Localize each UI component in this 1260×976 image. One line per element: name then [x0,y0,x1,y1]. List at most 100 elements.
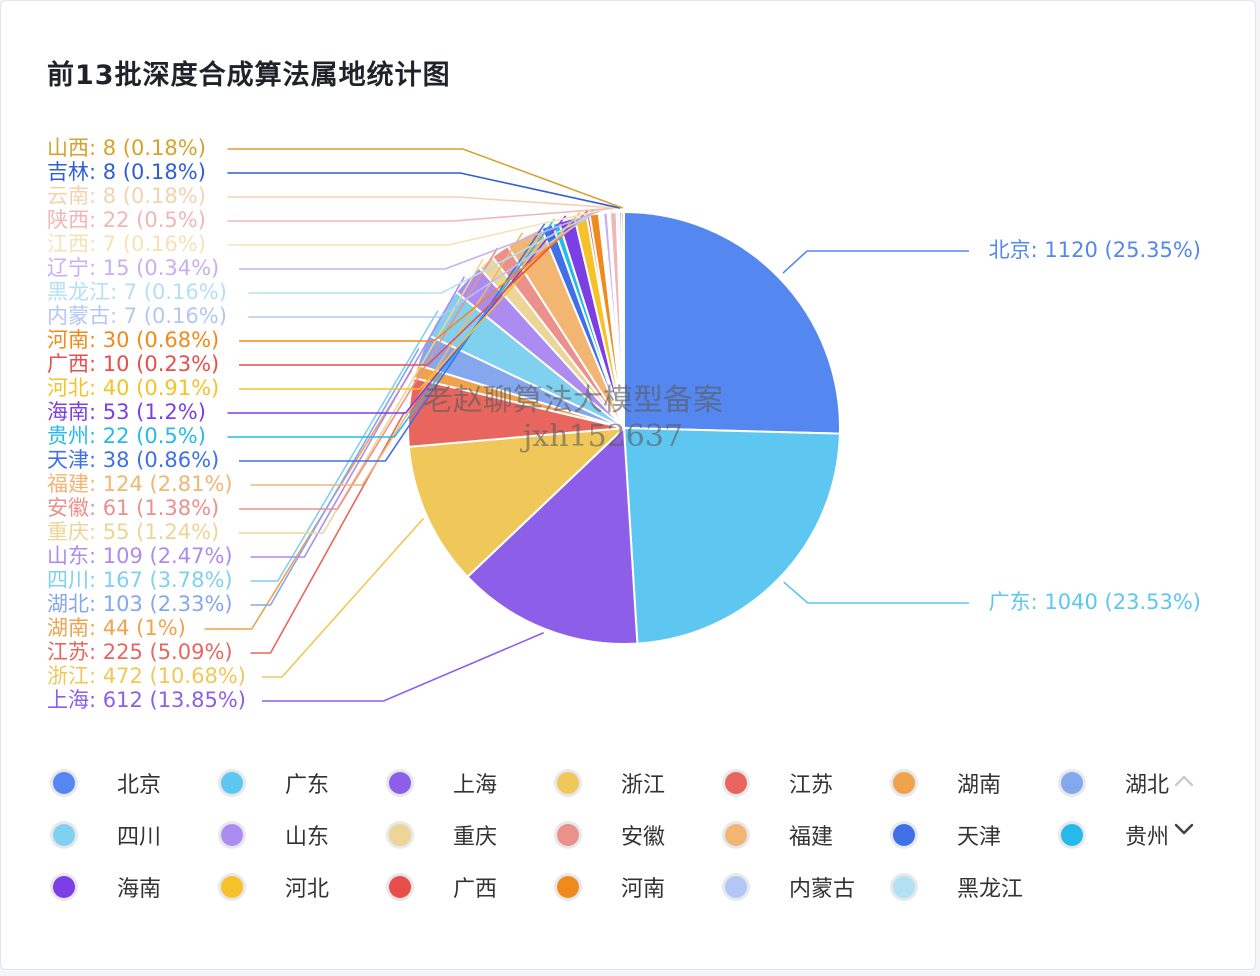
legend-dot-icon [1061,772,1083,794]
legend-label: 安徽 [621,825,666,850]
legend-row: 四川 山东 重庆 安徽 福建 天津 贵州 [41,809,1201,861]
legend-label: 湖南 [957,773,1002,798]
pie-slice-山西[interactable] [620,210,625,429]
pie-slice-广东[interactable] [622,426,841,645]
slice-label-江西: 江西: 7 (0.16%) [47,232,206,256]
legend-item-天津[interactable]: 天津 [881,809,1001,861]
slice-label-云南: 云南: 8 (0.18%) [47,184,206,208]
slice-label-湖北: 湖北: 103 (2.33%) [47,592,233,616]
legend-label: 四川 [117,825,162,850]
label-line-云南 [227,196,618,209]
legend-label: 北京 [117,773,162,798]
legend-item-海南[interactable]: 海南 [41,861,161,913]
legend-item-山东[interactable]: 山东 [209,809,329,861]
legend-dot-icon [557,824,579,846]
legend-item-四川[interactable]: 四川 [41,809,161,861]
legend-item-内蒙古[interactable]: 内蒙古 [713,861,855,913]
label-line-福建 [250,232,523,486]
legend-dot-icon [893,824,915,846]
label-line-安徽 [239,247,499,510]
slice-label-重庆: 重庆: 55 (1.24%) [47,520,219,544]
slice-label-吉林: 吉林: 8 (0.18%) [47,160,206,184]
legend-label: 广东 [285,773,330,798]
pie-chart: 北京: 1120 (25.35%) 广东: 1040 (23.53%) 上海: 61… [47,136,1201,712]
legend-dot-icon [725,876,747,898]
legend-label: 河北 [285,877,330,902]
legend-item-江苏[interactable]: 江苏 [713,757,833,809]
legend-dot-icon [53,876,75,898]
slice-label-内蒙古: 内蒙古: 7 (0.16%) [47,304,227,328]
chevron-down-icon[interactable] [1171,815,1197,843]
legend-item-浙江[interactable]: 浙江 [545,757,665,809]
legend-dot-icon [557,876,579,898]
legend-item-河南[interactable]: 河南 [545,861,665,913]
slice-label-河南: 河南: 30 (0.68%) [47,328,219,352]
legend-item-黑龙江[interactable]: 黑龙江 [881,861,1023,913]
legend-item-福建[interactable]: 福建 [713,809,833,861]
legend-item-广西[interactable]: 广西 [377,861,497,913]
legend-item-湖北[interactable]: 湖北 [1049,757,1169,809]
legend-label: 河南 [621,877,666,902]
legend-dot-icon [725,772,747,794]
label-line-北京 [782,250,969,274]
legend-dot-icon [221,824,243,846]
slice-label-北京: 北京: 1120 (25.35%) [989,238,1201,262]
legend-label: 贵州 [1125,825,1170,850]
label-line-山西 [227,148,624,209]
legend-item-贵州[interactable]: 贵州 [1049,809,1169,861]
slice-label-江苏: 江苏: 225 (5.09%) [47,640,233,664]
legend-item-重庆[interactable]: 重庆 [377,809,497,861]
label-line-辽宁 [239,208,606,270]
slice-label-广西: 广西: 10 (0.23%) [47,352,219,376]
pie-slice-浙江[interactable] [407,426,627,579]
label-line-山东 [250,276,466,558]
legend-dot-icon [53,772,75,794]
legend-label: 黑龙江 [957,877,1024,902]
legend-label: 上海 [453,773,498,798]
legend-item-北京[interactable]: 北京 [41,757,161,809]
legend-dot-icon [893,876,915,898]
slice-label-安徽: 安徽: 61 (1.38%) [47,496,219,520]
label-line-广西 [239,210,589,366]
legend-label: 天津 [957,825,1002,850]
legend-item-广东[interactable]: 广东 [209,757,329,809]
slice-label-广东: 广东: 1040 (23.53%) [989,590,1201,614]
legend-item-上海[interactable]: 上海 [377,757,497,809]
pie-slice-上海[interactable] [466,425,639,645]
legend-dot-icon [389,876,411,898]
label-line-黑龙江 [248,208,602,294]
slice-label-河北: 河北: 40 (0.91%) [47,376,219,400]
label-line-四川 [250,310,439,582]
label-line-陕西 [227,207,614,222]
chart-legend: 北京 广东 上海 浙江 江苏 湖南 湖北四川 山东 重庆 安徽 福建 天津 贵州海南 河北 广西 河南 内蒙古 黑… [41,757,1201,913]
legend-dot-icon [1061,824,1083,846]
slice-label-浙江: 浙江: 472 (10.68%) [47,664,246,688]
legend-dot-icon [389,824,411,846]
legend-dot-icon [221,772,243,794]
slice-label-陕西: 陕西: 22 (0.5%) [47,208,206,232]
legend-item-安徽[interactable]: 安徽 [545,809,665,861]
legend-dot-icon [389,772,411,794]
slice-label-湖南: 湖南: 44 (1%) [47,616,186,640]
slice-label-四川: 四川: 167 (3.78%) [47,568,233,592]
label-line-河南 [239,209,595,342]
legend-dot-icon [893,772,915,794]
legend-label: 福建 [789,825,834,850]
chevron-up-icon[interactable] [1171,767,1197,795]
legend-pager [1171,767,1197,843]
legend-item-湖南[interactable]: 湖南 [881,757,1001,809]
slice-label-天津: 天津: 38 (0.86%) [47,448,219,472]
slice-label-山东: 山东: 109 (2.47%) [47,544,233,568]
legend-label: 山东 [285,825,330,850]
legend-label: 江苏 [789,773,834,798]
legend-row: 海南 河北 广西 河南 内蒙古 黑龙江 [41,861,1201,913]
chart-title: 前13批深度合成算法属地统计图 [47,60,451,91]
label-line-浙江 [262,517,425,678]
pie-slice-北京[interactable] [623,210,841,435]
legend-dot-icon [221,876,243,898]
label-line-上海 [262,632,544,702]
legend-item-河北[interactable]: 河北 [209,861,329,913]
slice-label-上海: 上海: 612 (13.85%) [47,688,246,712]
label-line-吉林 [227,172,621,209]
